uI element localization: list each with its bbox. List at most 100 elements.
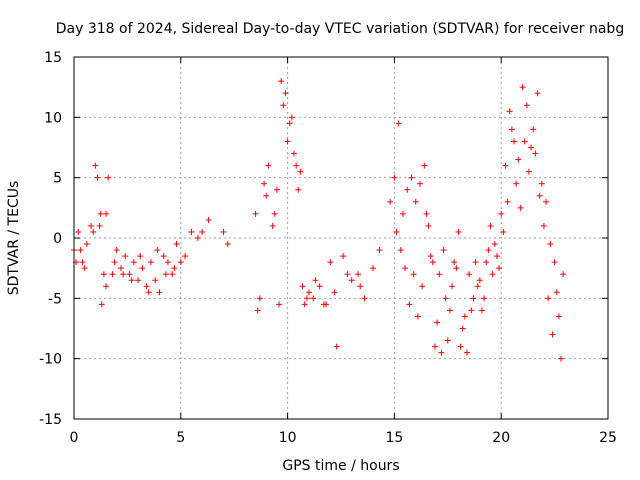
- data-point: [145, 289, 152, 296]
- data-point: [117, 265, 124, 272]
- data-point: [496, 265, 503, 272]
- data-point: [412, 198, 419, 205]
- data-point: [156, 289, 163, 296]
- data-point: [545, 295, 552, 302]
- data-point: [395, 120, 402, 127]
- data-point: [440, 247, 447, 254]
- data-point: [312, 277, 319, 284]
- data-point: [109, 271, 116, 278]
- data-point: [470, 295, 477, 302]
- data-point: [434, 319, 441, 326]
- data-point: [254, 307, 261, 314]
- data-points: [71, 78, 567, 362]
- data-point: [397, 247, 404, 254]
- data-point: [173, 241, 180, 248]
- data-point: [446, 307, 453, 314]
- x-tick-labels: 0 5 10 15 20 25: [70, 430, 617, 446]
- data-point: [536, 192, 543, 199]
- data-point: [459, 325, 466, 332]
- data-point: [521, 138, 528, 145]
- y-tick-label: 10: [44, 110, 62, 126]
- data-point: [327, 259, 334, 266]
- data-point: [79, 259, 86, 266]
- data-point: [538, 180, 545, 187]
- data-point: [540, 222, 547, 229]
- data-point: [466, 271, 473, 278]
- data-point: [301, 301, 308, 308]
- data-point: [431, 343, 438, 350]
- data-point: [410, 271, 417, 278]
- data-point: [310, 295, 317, 302]
- data-point: [513, 180, 520, 187]
- data-point: [269, 222, 276, 229]
- data-point: [399, 210, 406, 217]
- grid-lines: [74, 57, 608, 419]
- data-point: [348, 277, 355, 284]
- data-point: [169, 271, 176, 278]
- data-point: [103, 210, 110, 217]
- data-point: [147, 259, 154, 266]
- data-point: [355, 271, 362, 278]
- data-point: [154, 247, 161, 254]
- data-point: [111, 259, 118, 266]
- x-tick-label: 25: [599, 430, 617, 446]
- data-point: [474, 283, 481, 290]
- data-point: [525, 168, 532, 175]
- data-point: [517, 204, 524, 211]
- data-point: [126, 271, 133, 278]
- data-point: [194, 235, 201, 241]
- data-point: [476, 277, 483, 284]
- data-point: [491, 241, 498, 248]
- y-tick-label: 15: [44, 50, 62, 66]
- data-point: [295, 186, 302, 193]
- data-point: [96, 222, 103, 229]
- data-point: [188, 228, 195, 235]
- data-point: [320, 301, 327, 308]
- data-point: [481, 295, 488, 302]
- chart-title: Day 318 of 2024, Sidereal Day-to-day VTE…: [56, 21, 624, 37]
- data-point: [455, 228, 462, 235]
- data-point: [387, 198, 394, 205]
- x-tick-label: 15: [385, 430, 403, 446]
- data-point: [483, 259, 490, 266]
- data-point: [425, 222, 432, 229]
- data-point: [299, 283, 306, 290]
- data-point: [489, 271, 496, 278]
- data-point: [502, 162, 509, 169]
- data-point: [305, 289, 312, 296]
- data-point: [485, 247, 492, 254]
- data-point: [297, 168, 304, 175]
- data-point: [88, 222, 95, 229]
- data-point: [449, 283, 456, 290]
- x-tick-label: 0: [70, 430, 79, 446]
- data-point: [464, 349, 471, 356]
- data-point: [532, 150, 539, 157]
- data-point: [286, 120, 293, 127]
- data-point: [504, 198, 511, 205]
- data-point: [162, 271, 169, 278]
- data-point: [220, 228, 227, 235]
- y-tick-label: -15: [39, 412, 62, 428]
- data-point: [558, 355, 565, 362]
- y-tick-label: 0: [53, 231, 62, 247]
- data-point: [105, 174, 112, 181]
- x-tick-label: 5: [176, 430, 185, 446]
- data-point: [291, 150, 298, 157]
- data-point: [177, 259, 184, 266]
- data-point: [493, 253, 500, 260]
- data-point: [523, 102, 530, 109]
- data-point: [139, 265, 146, 272]
- data-point: [276, 301, 283, 308]
- data-point: [160, 253, 167, 260]
- data-point: [103, 283, 110, 290]
- data-point: [205, 216, 212, 223]
- data-point: [419, 283, 426, 290]
- data-point: [414, 313, 421, 320]
- data-point: [164, 259, 171, 266]
- data-point: [293, 162, 300, 169]
- data-point: [530, 126, 537, 133]
- data-point: [436, 271, 443, 278]
- data-point: [77, 247, 84, 254]
- data-point: [404, 186, 411, 193]
